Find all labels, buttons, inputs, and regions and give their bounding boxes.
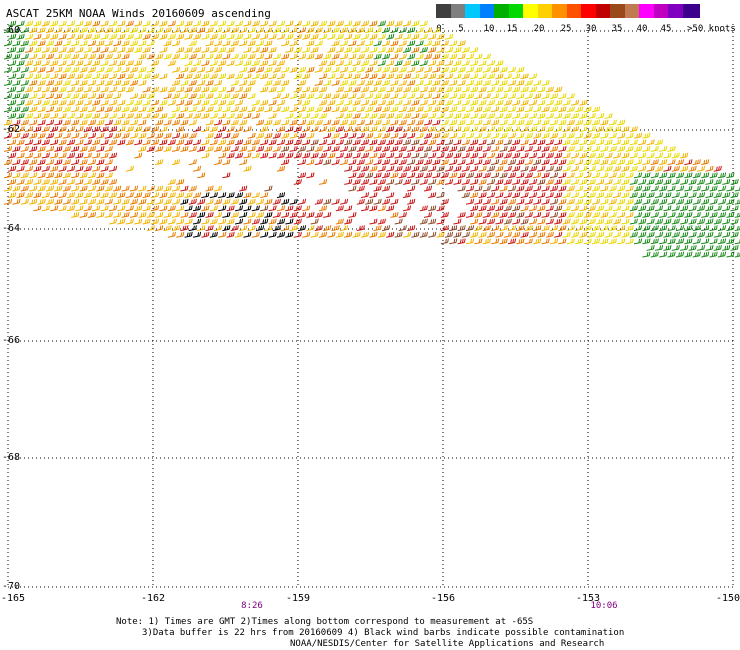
legend-swatch [581,4,598,18]
legend-label: 10 [483,24,495,34]
legend-label: 0 [436,24,442,34]
wind-barb-group [3,20,740,258]
note-line-3: NOAA/NESDIS/Center for Satellite Applica… [290,639,605,649]
longitude-label: -159 [285,593,311,604]
legend-swatch [494,4,511,18]
legend-swatch [595,4,613,18]
longitude-label: -165 [0,593,26,604]
latitude-label: -60 [2,25,21,36]
wind-barb-group [24,20,680,245]
legend-swatch [682,4,700,18]
legend-label: 20 [533,24,545,34]
wind-barb-group [3,119,722,245]
wind-barb-group [180,192,307,238]
legend-label: 30 [585,24,597,34]
legend-swatch [436,4,453,18]
legend-label: 40 [636,24,648,34]
time-label: 10:06 [590,601,618,611]
longitude-label: -156 [430,593,456,604]
note-line-2: 3)Data buffer is 22 hrs from 20160609 4)… [142,628,625,638]
legend-swatch [610,4,627,18]
legend-swatch [668,4,685,18]
legend-swatch [450,4,468,18]
legend-swatch [523,4,540,18]
latitude-label: -62 [2,124,21,135]
wind-speed-legend: 0 5 10 15 20 25 30 35 40 45 >50 knots [436,4,736,34]
time-label: 8:26 [241,601,263,611]
legend-label: 25 [560,24,572,34]
legend-label: 15 [506,24,518,34]
legend-swatch [566,4,584,18]
legend-swatch [508,4,526,18]
latitude-label: -68 [2,452,21,463]
legend-swatch [624,4,642,18]
legend-swatch [479,4,497,18]
legend-label: 45 [660,24,672,34]
note-line-1: Note: 1) Times are GMT 2)Times along bot… [116,617,534,627]
legend-swatch [653,4,671,18]
wind-barbs [3,20,740,258]
longitude-label: -162 [140,593,166,604]
longitude-label: -150 [715,593,740,604]
latitude-label: -70 [2,581,21,592]
legend-swatch [537,4,555,18]
legend-label: >50 knots [687,24,736,34]
longitude-label: -153 [575,593,601,604]
wind-barb-group [260,139,563,245]
wind-barb-group [3,20,714,245]
latitude-label: -66 [2,335,21,346]
wind-barb-group [3,20,706,245]
legend-swatch [552,4,569,18]
graticule [7,24,735,588]
legend-label: 35 [611,24,623,34]
legend-swatch [639,4,656,18]
legend-swatch [465,4,482,18]
latitude-label: -64 [2,223,21,234]
legend-label: 5 [458,24,464,34]
map-title: ASCAT 25KM NOAA Winds 20160609 ascending [6,7,271,20]
